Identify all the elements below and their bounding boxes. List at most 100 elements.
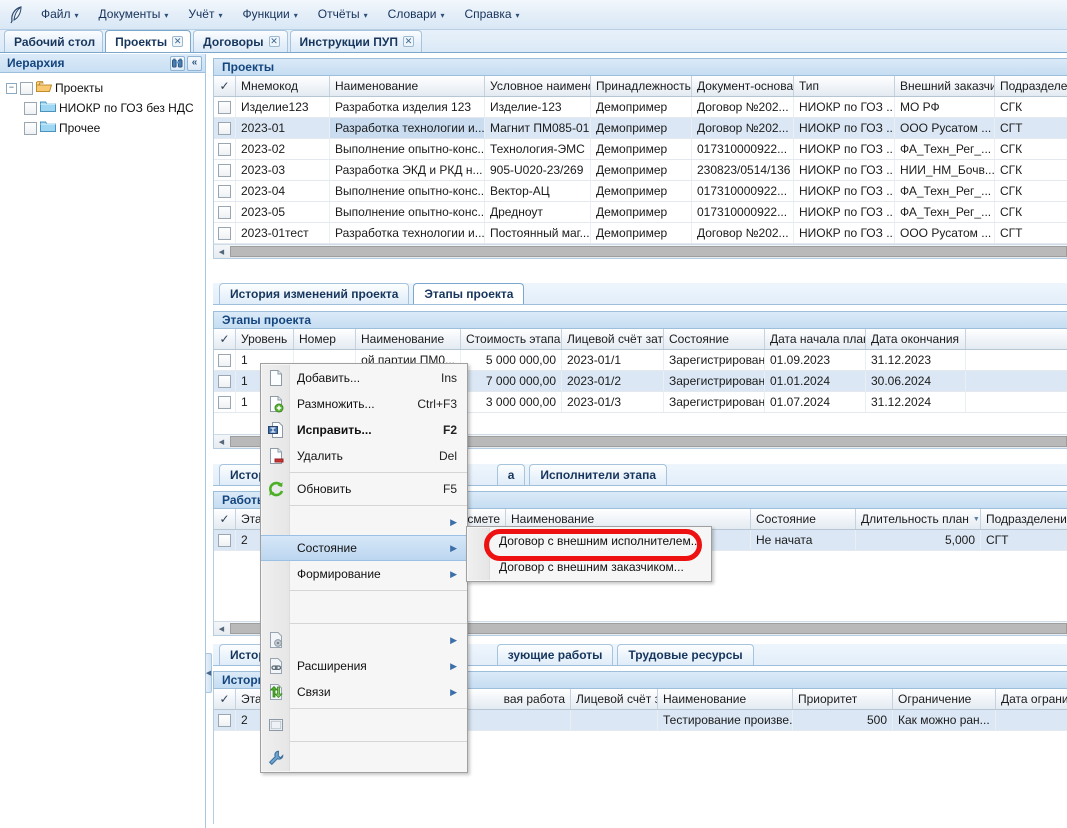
row-checkbox-cell[interactable]	[214, 97, 236, 117]
table-row[interactable]: 2023-01 Разработка технологии и... Магни…	[214, 118, 1067, 139]
column-header-planned-duration[interactable]: Длительность план ▼	[856, 509, 981, 529]
row-checkbox-cell[interactable]	[214, 139, 236, 159]
column-header-constraint-date[interactable]: Дата ограничения	[996, 689, 1067, 709]
tree-checkbox[interactable]	[24, 121, 37, 135]
row-checkbox-cell[interactable]	[214, 223, 236, 243]
column-header-name[interactable]: Наименование	[658, 689, 793, 709]
column-header-executing-department[interactable]: Подразделение-исполнитель	[981, 509, 1067, 529]
column-header-planned-start[interactable]: Дата начала план	[765, 329, 866, 349]
row-checkbox[interactable]	[218, 533, 231, 547]
table-row[interactable]: 2023-01тест Разработка технологии и... П…	[214, 223, 1067, 244]
close-icon[interactable]: ✕	[402, 36, 414, 47]
row-checkbox[interactable]	[218, 142, 231, 156]
tab-instructions[interactable]: Инструкции ПУП ✕	[289, 30, 422, 52]
row-checkbox-cell[interactable]	[214, 202, 236, 222]
column-header-work-name[interactable]: Наименование	[506, 509, 751, 529]
menu-help[interactable]: Справка ▾	[455, 3, 528, 26]
row-checkbox[interactable]	[218, 205, 231, 219]
tab-desktop[interactable]: Рабочий стол	[4, 30, 104, 52]
column-header-in-estimate[interactable]: в смете	[276, 509, 506, 529]
menu-item-citk-cost-code[interactable]	[261, 594, 467, 620]
column-header-check[interactable]: ✓	[214, 509, 236, 529]
row-checkbox[interactable]	[218, 353, 231, 367]
column-header-check[interactable]: ✓	[214, 76, 236, 96]
menu-reports[interactable]: Отчёты ▾	[309, 3, 377, 26]
menu-dictionaries[interactable]: Словари ▾	[379, 3, 454, 26]
column-header-level[interactable]: Уровень	[236, 329, 294, 349]
formation-submenu[interactable]: Договор с внешним исполнителем... Догово…	[466, 526, 712, 582]
menu-item-edit[interactable]: Исправить... F2	[261, 417, 467, 443]
menu-item-settings[interactable]	[261, 745, 467, 771]
column-header-conditional-name[interactable]: Условное наименование	[485, 76, 591, 96]
row-checkbox[interactable]	[218, 395, 231, 409]
tree-node-other[interactable]: Прочее	[4, 118, 205, 138]
menu-accounting[interactable]: Учёт ▾	[179, 3, 231, 26]
column-header-parent-work[interactable]: вая работа	[276, 689, 571, 709]
menu-item-add[interactable]: Добавить... Ins	[261, 365, 467, 391]
row-checkbox-cell[interactable]	[214, 530, 236, 550]
expander-minus-icon[interactable]: −	[6, 82, 17, 94]
tree-node-projects[interactable]: − Проекты	[4, 78, 205, 98]
row-checkbox-cell[interactable]	[214, 392, 236, 412]
tab-projects[interactable]: Проекты ✕	[105, 30, 192, 52]
menu-item-extensions[interactable]: ▶	[261, 627, 467, 653]
menu-item-duplicate[interactable]: Размножить... Ctrl+F3	[261, 391, 467, 417]
menu-functions[interactable]: Функции ▾	[233, 3, 306, 26]
column-header-department[interactable]: Подразделение	[995, 76, 1067, 96]
row-checkbox-cell[interactable]	[214, 710, 236, 730]
table-row[interactable]: 2023-05 Выполнение опытно-конс... Дредно…	[214, 202, 1067, 223]
column-header-check[interactable]: ✓	[214, 329, 236, 349]
row-checkbox[interactable]	[218, 163, 231, 177]
table-row[interactable]: Изделие123 Разработка изделия 123 Издели…	[214, 97, 1067, 118]
column-header-work-state[interactable]: Состояние	[751, 509, 856, 529]
menu-item-toolbar[interactable]	[261, 712, 467, 738]
column-header-cost-account[interactable]: Лицевой счёт затрат	[571, 689, 658, 709]
column-header-name[interactable]: Наименование	[330, 76, 485, 96]
row-checkbox-cell[interactable]	[214, 160, 236, 180]
row-checkbox-cell[interactable]	[214, 350, 236, 370]
column-header-mnemocode[interactable]: Мнемокод	[236, 76, 330, 96]
menu-item-delete[interactable]: Удалить Del	[261, 443, 467, 469]
row-checkbox[interactable]	[218, 100, 231, 114]
column-header-state[interactable]: Состояние	[664, 329, 765, 349]
submenu-item-contract-with-external-customer[interactable]: Договор с внешним заказчиком...	[467, 554, 711, 580]
tab-project-stages[interactable]: Этапы проекта	[413, 283, 525, 304]
menu-item-exchange[interactable]: Связи ▶	[261, 679, 467, 705]
scroll-left-icon[interactable]: ◀	[218, 438, 225, 446]
table-row[interactable]: 2023-04 Выполнение опытно-конс... Вектор…	[214, 181, 1067, 202]
table-row[interactable]: 2023-03 Разработка ЭКД и РКД н... 905-U0…	[214, 160, 1067, 181]
column-header-type[interactable]: Тип	[794, 76, 895, 96]
column-header-basis-document[interactable]: Документ-основание	[692, 76, 794, 96]
row-checkbox[interactable]	[218, 713, 231, 727]
column-header-constraint[interactable]: Ограничение	[893, 689, 996, 709]
column-header-cost-account[interactable]: Лицевой счёт затрат	[562, 329, 664, 349]
close-icon[interactable]: ✕	[172, 36, 184, 47]
column-header-affiliation[interactable]: Принадлежность	[591, 76, 692, 96]
table-row[interactable]: 2023-02 Выполнение опытно-конс... Технол…	[214, 139, 1067, 160]
scroll-left-icon[interactable]: ◀	[218, 248, 225, 256]
menu-item-formation[interactable]: Состояние ▶	[261, 535, 467, 561]
column-header-planned-end[interactable]: Дата окончания	[866, 329, 966, 349]
tab-stage-partial[interactable]: а	[496, 464, 526, 485]
column-header-check[interactable]: ✓	[214, 689, 236, 709]
tab-labor-resources[interactable]: Трудовые ресурсы	[617, 644, 754, 665]
row-checkbox[interactable]	[218, 184, 231, 198]
scrollbar-thumb[interactable]	[230, 246, 1067, 257]
pane-splitter-handle[interactable]: ◀	[205, 653, 212, 693]
row-checkbox[interactable]	[218, 121, 231, 135]
tab-stage-executors[interactable]: Исполнители этапа	[529, 464, 668, 485]
tab-predecessor-works[interactable]: зующие работы	[496, 644, 614, 665]
row-checkbox-cell[interactable]	[214, 371, 236, 391]
menu-file[interactable]: Файл ▾	[32, 3, 88, 26]
row-checkbox-cell[interactable]	[214, 181, 236, 201]
submenu-item-contract-with-external-executor[interactable]: Договор с внешним исполнителем...	[467, 528, 711, 554]
tree-node-niokr[interactable]: НИОКР по ГОЗ без НДС	[4, 98, 205, 118]
menu-documents[interactable]: Документы ▾	[90, 3, 178, 26]
menu-item-refresh[interactable]: Обновить F5	[261, 476, 467, 502]
tree-checkbox[interactable]	[20, 81, 33, 95]
projects-horizontal-scrollbar[interactable]: ◀	[213, 244, 1067, 259]
scroll-left-icon[interactable]: ◀	[218, 625, 225, 633]
context-menu[interactable]: Добавить... Ins Размножить... Ctrl+F3	[260, 363, 468, 773]
collapse-left-icon[interactable]: «	[187, 55, 202, 71]
column-header-priority[interactable]: Приоритет	[793, 689, 893, 709]
